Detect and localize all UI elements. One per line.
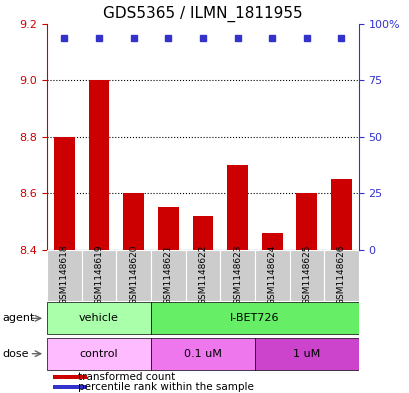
Bar xyxy=(81,250,116,301)
Text: GSM1148621: GSM1148621 xyxy=(164,245,173,305)
Text: 0.1 uM: 0.1 uM xyxy=(184,349,221,359)
Bar xyxy=(289,250,324,301)
Bar xyxy=(192,216,213,250)
Bar xyxy=(53,385,86,389)
Bar xyxy=(123,193,144,250)
Bar xyxy=(261,233,282,250)
Text: GSM1148620: GSM1148620 xyxy=(129,245,138,305)
Bar xyxy=(116,250,151,301)
Text: GSM1148618: GSM1148618 xyxy=(60,245,69,305)
Text: 1 uM: 1 uM xyxy=(292,349,320,359)
Text: percentile rank within the sample: percentile rank within the sample xyxy=(78,382,253,392)
Bar xyxy=(47,338,151,369)
Bar xyxy=(185,250,220,301)
Text: GSM1148624: GSM1148624 xyxy=(267,245,276,305)
Bar xyxy=(88,80,109,250)
Bar xyxy=(324,250,358,301)
Bar xyxy=(157,207,178,250)
Text: GSM1148626: GSM1148626 xyxy=(336,245,345,305)
Text: GSM1148625: GSM1148625 xyxy=(301,245,310,305)
Bar xyxy=(330,179,351,250)
Title: GDS5365 / ILMN_1811955: GDS5365 / ILMN_1811955 xyxy=(103,6,302,22)
Bar xyxy=(54,137,75,250)
Bar xyxy=(151,303,358,334)
Bar xyxy=(220,250,254,301)
Bar xyxy=(151,250,185,301)
Bar xyxy=(151,338,254,369)
Bar xyxy=(53,375,86,379)
Text: I-BET726: I-BET726 xyxy=(229,313,279,323)
Text: GSM1148619: GSM1148619 xyxy=(94,245,103,305)
Bar xyxy=(254,338,358,369)
Text: GSM1148623: GSM1148623 xyxy=(232,245,241,305)
Text: GSM1148622: GSM1148622 xyxy=(198,245,207,305)
Text: vehicle: vehicle xyxy=(79,313,119,323)
Bar xyxy=(47,250,81,301)
Text: control: control xyxy=(80,349,118,359)
Text: agent: agent xyxy=(2,313,34,323)
Bar xyxy=(296,193,317,250)
Text: transformed count: transformed count xyxy=(78,373,175,382)
Text: dose: dose xyxy=(2,349,29,359)
Bar xyxy=(254,250,289,301)
Bar xyxy=(47,303,151,334)
Bar xyxy=(227,165,247,250)
